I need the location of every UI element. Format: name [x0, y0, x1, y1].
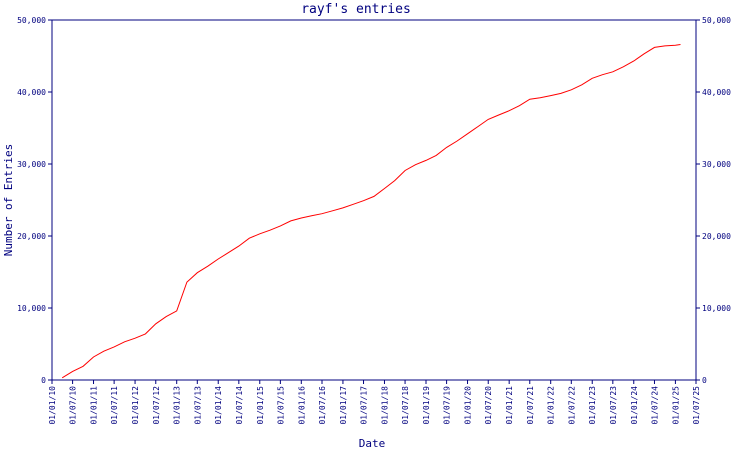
x-tick-label: 01/01/10 — [48, 386, 57, 425]
x-tick-label: 01/07/11 — [110, 386, 119, 425]
x-tick-label: 01/07/22 — [567, 386, 576, 425]
y-tick-right-label: 0 — [702, 376, 707, 385]
y-tick-left-label: 40,000 — [17, 88, 46, 97]
y-tick-right-label: 30,000 — [702, 160, 731, 169]
x-axis: 01/01/10 01/07/10 01/01/11 01/07/11 01/01/12… — [48, 380, 701, 425]
x-tick-label: 01/07/23 — [609, 386, 618, 425]
x-tick-label: 01/07/19 — [443, 386, 452, 425]
chart-title: rayf's entries — [301, 2, 411, 17]
x-tick-label: 01/01/17 — [339, 386, 348, 425]
y-tick-left-label: 10,000 — [17, 304, 46, 313]
x-tick-label: 01/01/13 — [173, 386, 182, 425]
x-tick-label: 01/07/16 — [318, 386, 327, 425]
x-tick-label: 01/07/14 — [235, 386, 244, 425]
y-tick-right-label: 10,000 — [702, 304, 731, 313]
x-tick-label: 01/01/22 — [547, 386, 556, 425]
x-tick-label: 01/07/21 — [526, 386, 535, 425]
x-tick-label: 01/07/12 — [152, 386, 161, 425]
x-tick-label: 01/01/16 — [297, 386, 306, 425]
x-tick-label: 01/07/18 — [401, 386, 410, 425]
x-tick-label: 01/01/15 — [256, 386, 265, 425]
y-tick-right-label: 20,000 — [702, 232, 731, 241]
x-tick-label: 01/01/23 — [588, 386, 597, 425]
y-tick-left-label: 0 — [41, 376, 46, 385]
x-tick-label: 01/07/15 — [276, 386, 285, 425]
x-tick-label: 01/01/24 — [630, 386, 639, 425]
y-tick-left-label: 20,000 — [17, 232, 46, 241]
x-tick-label: 01/07/13 — [193, 386, 202, 425]
y-tick-left-label: 30,000 — [17, 160, 46, 169]
x-tick-label: 01/07/20 — [484, 386, 493, 425]
x-tick-label: 01/07/24 — [650, 386, 659, 425]
y-axis-label: Number of Entries — [2, 144, 15, 257]
x-tick-label: 01/01/12 — [131, 386, 140, 425]
y-axis-left: 0 10,000 20,000 30,000 40,000 50,000 — [17, 16, 52, 385]
y-tick-right-label: 40,000 — [702, 88, 731, 97]
y-tick-left-label: 50,000 — [17, 16, 46, 25]
x-tick-label: 01/01/14 — [214, 386, 223, 425]
x-tick-label: 01/01/20 — [464, 386, 473, 425]
y-axis-right: 0 10,000 20,000 30,000 40,000 50,000 — [696, 16, 731, 385]
x-tick-label: 01/07/25 — [692, 386, 701, 425]
x-tick-label: 01/01/21 — [505, 386, 514, 425]
x-tick-label: 01/01/11 — [90, 386, 99, 425]
plot-area-frame — [51, 19, 697, 381]
x-axis-label: Date — [359, 437, 386, 450]
x-tick-label: 01/01/25 — [671, 386, 680, 425]
y-tick-right-label: 50,000 — [702, 16, 731, 25]
series-line-entries — [61, 44, 681, 379]
x-tick-label: 01/07/10 — [69, 386, 78, 425]
x-tick-label: 01/01/19 — [422, 386, 431, 425]
x-tick-label: 01/07/17 — [360, 386, 369, 425]
x-tick-label: 01/01/18 — [380, 386, 389, 425]
